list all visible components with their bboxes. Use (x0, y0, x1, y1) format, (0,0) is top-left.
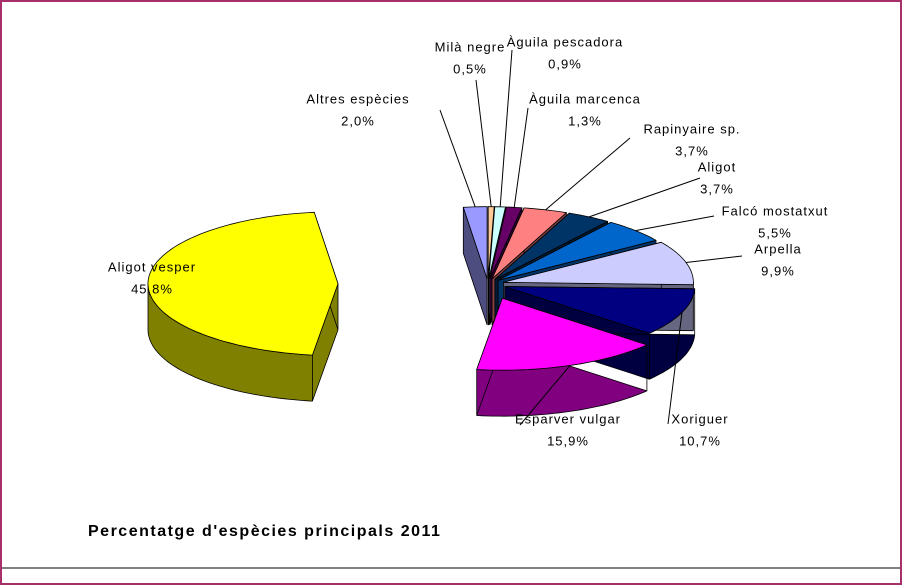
leader-line (499, 49, 513, 207)
value-label: 10,7% (679, 433, 721, 448)
leader-line (545, 137, 631, 211)
leader-line (439, 109, 476, 208)
value-label: 3,7% (675, 143, 709, 158)
slice (503, 241, 694, 286)
slice (489, 206, 523, 280)
value-label: 9,9% (761, 263, 795, 278)
leader-line (589, 177, 701, 218)
slice-label: Milà negre (435, 39, 506, 54)
slice (497, 222, 657, 281)
slice (504, 286, 696, 334)
value-label: 2,0% (341, 113, 375, 128)
slice-label: Rapinyaire sp. (643, 121, 740, 136)
leader-line (519, 365, 571, 426)
chart-title: Percentatge d'espècies principals 2011 (88, 523, 441, 540)
leader-line (513, 107, 529, 208)
slice-label: Aligot (698, 159, 737, 174)
slice-label: Falcó mostatxut (722, 203, 829, 218)
value-label: 45,8% (131, 281, 173, 296)
slice (476, 297, 648, 371)
leader-line (635, 215, 715, 232)
slice (462, 206, 488, 280)
leader-line (667, 312, 683, 425)
value-label: 0,5% (453, 61, 487, 76)
slice-label: Arpella (754, 241, 801, 256)
slice (147, 211, 339, 356)
slice-label: Esparver vulgar (515, 411, 621, 426)
slice-label: Àguila pescadora (507, 34, 623, 49)
slice-label: Altres espècies (306, 91, 409, 106)
slice-label: Aligot vesper (108, 259, 196, 274)
value-label: 0,9% (548, 56, 582, 71)
value-label: 3,7% (700, 181, 734, 196)
value-label: 1,3% (568, 113, 602, 128)
value-label: 15,9% (547, 433, 589, 448)
slice-label: Àguila marcenca (529, 91, 641, 106)
leader-line (475, 79, 492, 207)
leader-line (686, 255, 743, 264)
slice-label: Xoriguer (671, 411, 728, 426)
value-label: 5,5% (758, 225, 792, 240)
